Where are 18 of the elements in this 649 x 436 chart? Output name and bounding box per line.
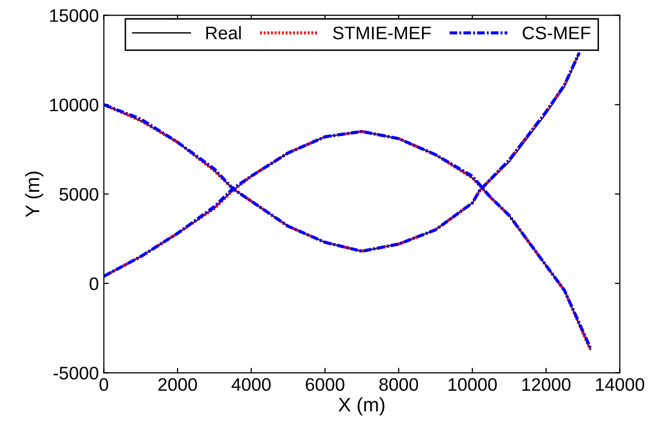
x-tick-label: 4000 — [232, 378, 271, 391]
x-tick-label: 0 — [100, 378, 108, 391]
x-tick-label: 12000 — [522, 378, 570, 391]
y-axis-title: Y (m) — [25, 172, 44, 218]
x-axis-title: X (m) — [338, 397, 384, 416]
x-tick-label: 2000 — [158, 378, 197, 391]
y-tick-label: 5000 — [60, 188, 98, 201]
legend-label: CS-MEF — [522, 26, 590, 40]
x-tick-label: 14000 — [596, 378, 644, 391]
legend-label: STMIE-MEF — [333, 26, 431, 40]
y-tick-label: 10000 — [50, 98, 98, 112]
y-tick-label: -5000 — [54, 366, 98, 380]
y-tick-label: 15000 — [50, 9, 98, 22]
legend-label: Real — [206, 26, 241, 40]
y-tick-label: 0 — [90, 277, 98, 290]
x-tick-label: 10000 — [448, 378, 497, 391]
x-tick-label: 6000 — [306, 378, 344, 391]
x-tick-label: 8000 — [379, 378, 418, 391]
